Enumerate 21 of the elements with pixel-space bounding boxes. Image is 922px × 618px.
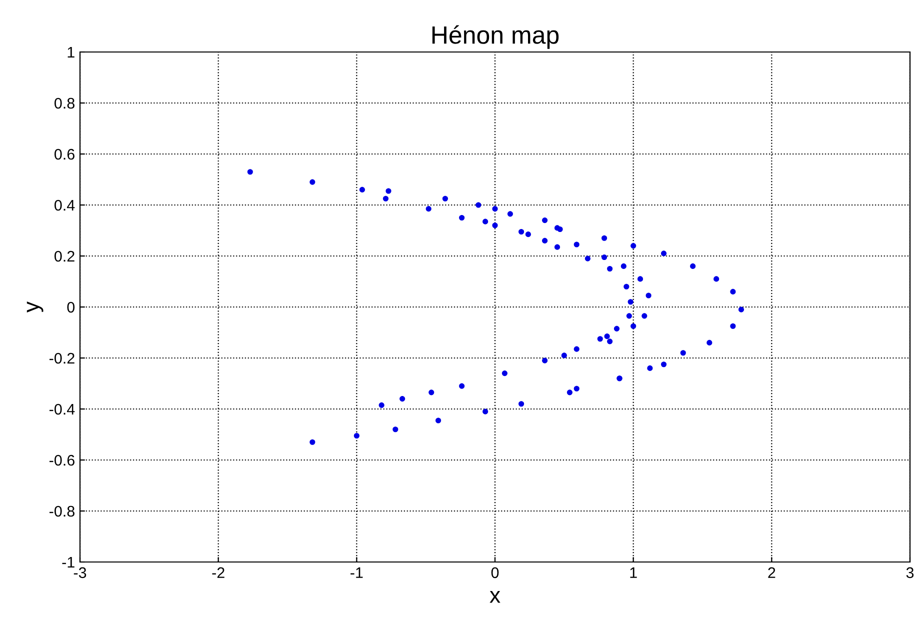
x-tick-label: -3 xyxy=(74,567,86,578)
y-tick-label: 1 xyxy=(68,47,74,58)
x-tick-label: 3 xyxy=(906,567,914,578)
y-axis-title: y xyxy=(26,301,44,312)
y-tick-label: 0 xyxy=(67,302,75,313)
y-tick-label: 0.4 xyxy=(54,200,75,211)
y-tick-label: -0.8 xyxy=(49,506,74,517)
y-tick-label: -0.4 xyxy=(49,404,75,415)
x-tick-label: 1 xyxy=(630,567,637,578)
x-tick-label: -1 xyxy=(350,567,363,578)
x-tick-label: 0 xyxy=(491,567,499,578)
y-tick-label: -0.6 xyxy=(49,454,74,466)
y-tick-label: 0.8 xyxy=(54,98,74,109)
y-tick-label: -0.2 xyxy=(49,352,74,364)
y-tick-label: -1 xyxy=(62,557,74,568)
x-tick-label: -2 xyxy=(212,567,224,578)
chart-title: Hénon map xyxy=(432,25,559,49)
y-tick-label: 0.2 xyxy=(54,250,74,262)
y-tick-label: 0.6 xyxy=(54,148,74,160)
x-tick-label: 2 xyxy=(768,567,776,578)
x-axis-title: x xyxy=(490,591,500,603)
